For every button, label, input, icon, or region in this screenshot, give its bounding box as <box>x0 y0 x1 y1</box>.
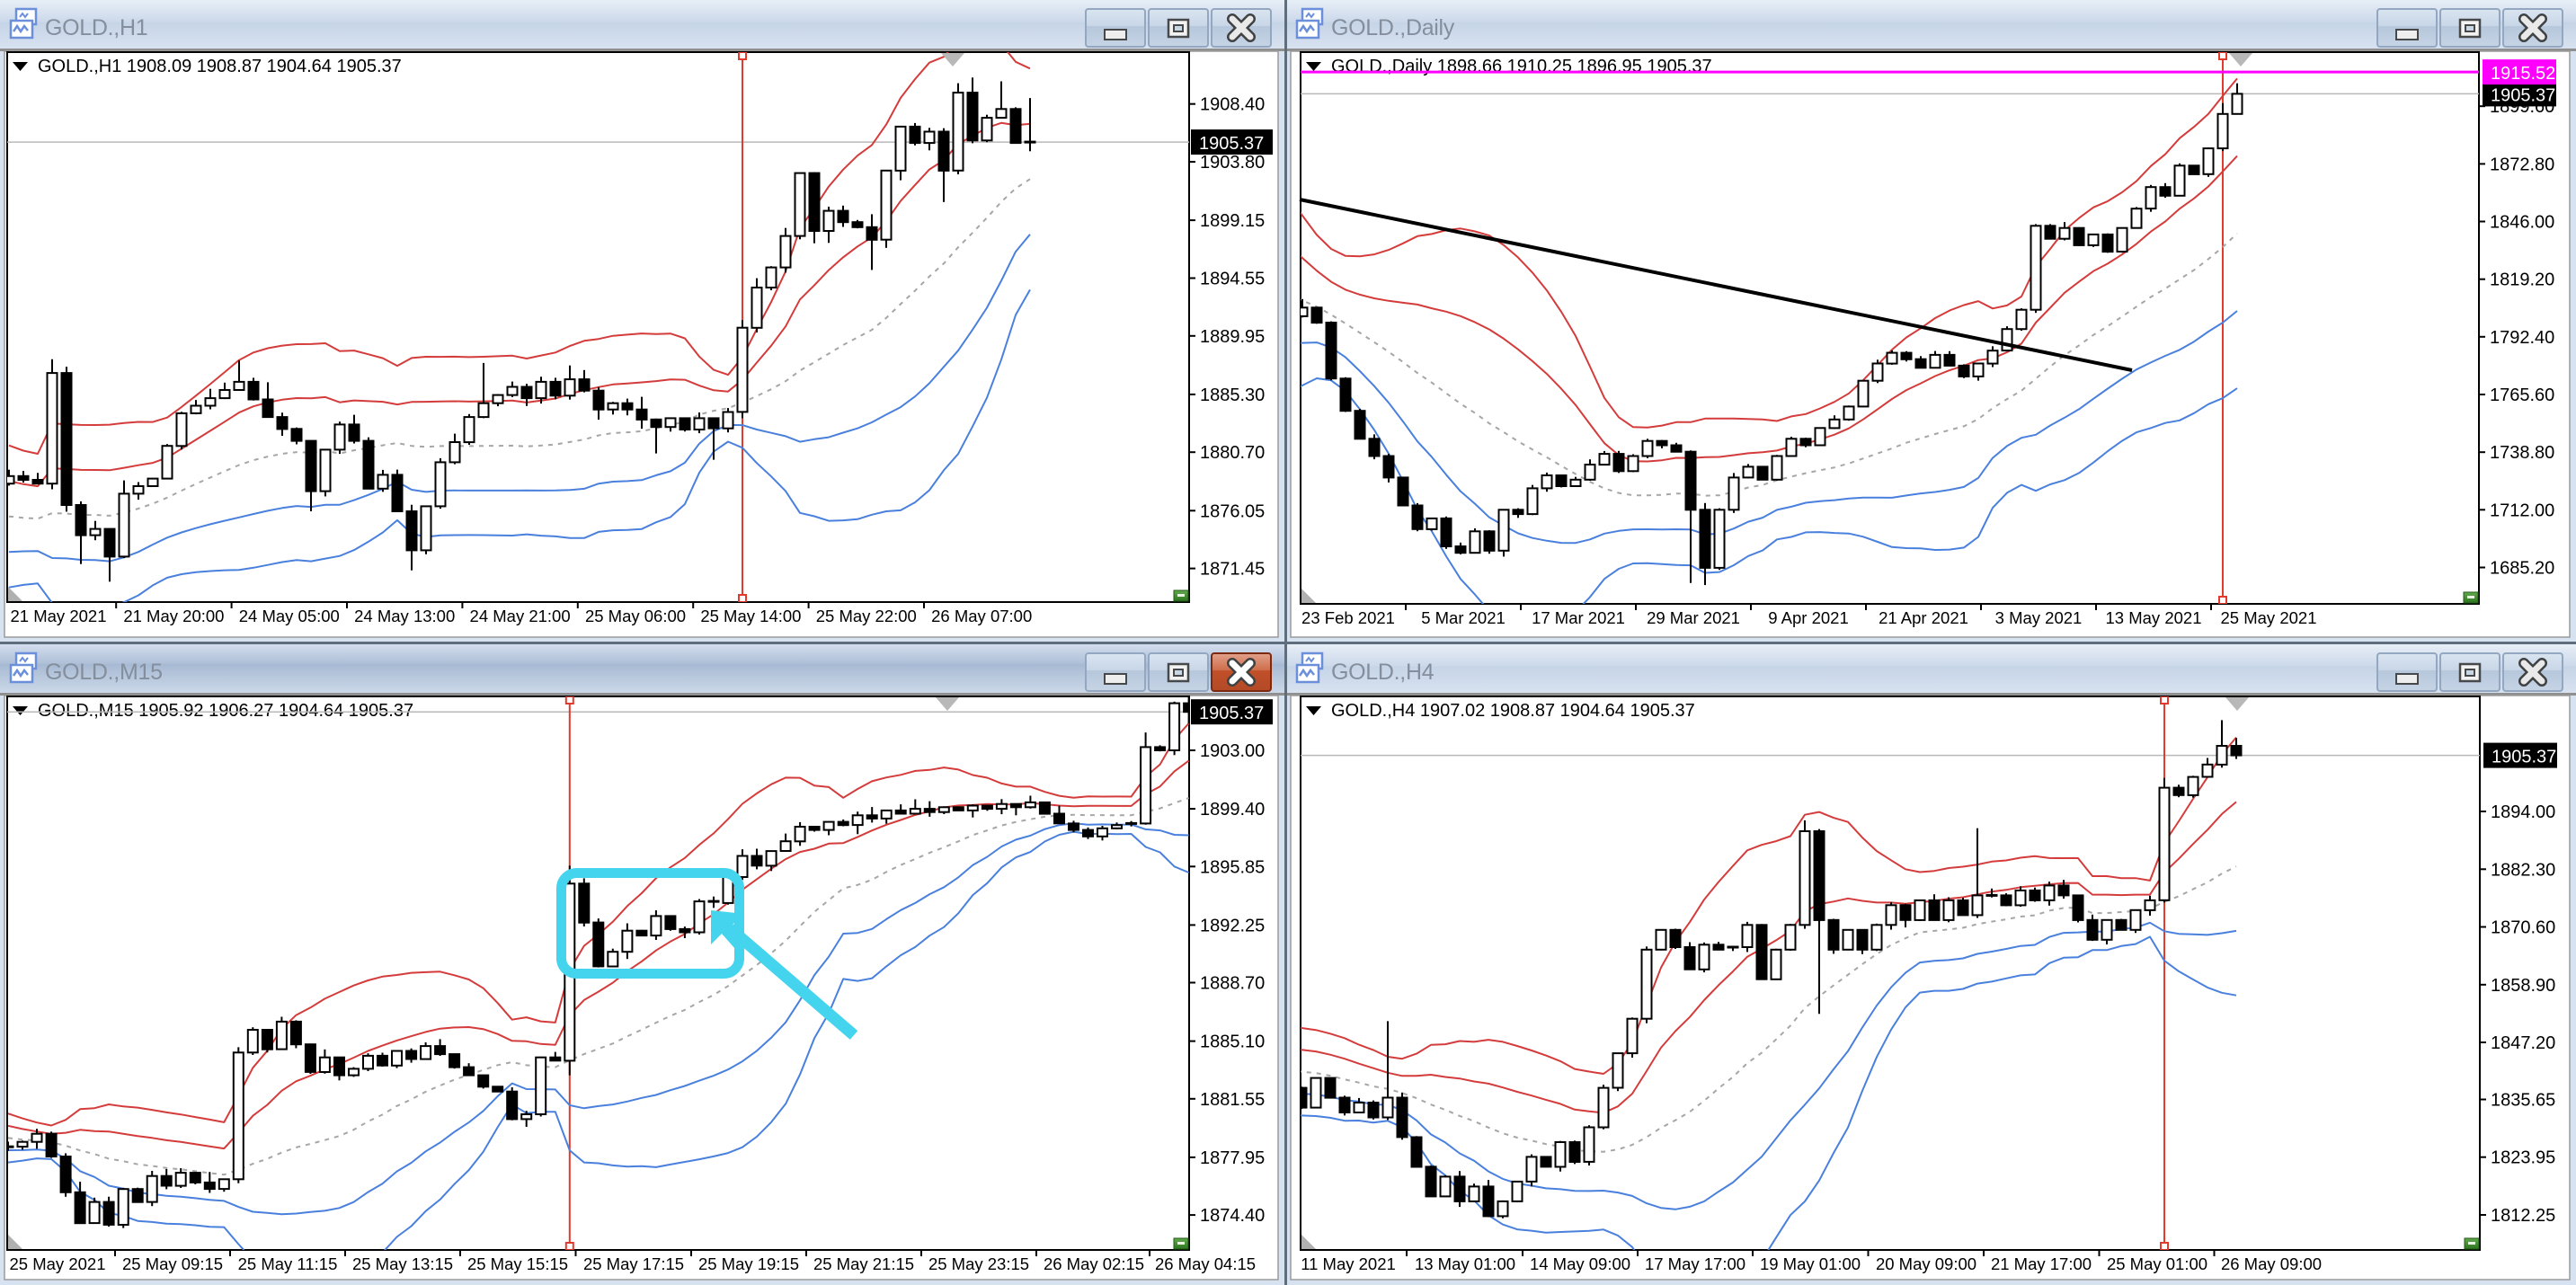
svg-text:1874.40: 1874.40 <box>1200 1206 1265 1226</box>
svg-text:26 May 02:15: 26 May 02:15 <box>1044 1254 1144 1273</box>
svg-text:1685.20: 1685.20 <box>2490 559 2554 579</box>
svg-text:1899.40: 1899.40 <box>1200 800 1265 820</box>
svg-text:1905.37: 1905.37 <box>2492 748 2556 767</box>
svg-text:1871.45: 1871.45 <box>1200 560 1265 580</box>
svg-text:21 May 2021: 21 May 2021 <box>11 607 107 625</box>
svg-text:25 May 17:15: 25 May 17:15 <box>583 1254 684 1273</box>
svg-text:23 Feb 2021: 23 Feb 2021 <box>1301 608 1395 627</box>
svg-text:GOLD.,H1: GOLD.,H1 <box>45 15 147 40</box>
svg-text:14 May 09:00: 14 May 09:00 <box>1530 1254 1630 1273</box>
svg-text:1892.25: 1892.25 <box>1200 916 1265 935</box>
svg-text:1823.95: 1823.95 <box>2491 1148 2555 1168</box>
svg-text:1903.80: 1903.80 <box>1200 153 1265 173</box>
svg-text:26 May 04:15: 26 May 04:15 <box>1155 1254 1256 1273</box>
svg-text:1712.00: 1712.00 <box>2490 501 2554 520</box>
svg-text:25 May 01:00: 25 May 01:00 <box>2107 1254 2207 1273</box>
svg-text:GOLD.,H4 1907.02 1908.87 1904: GOLD.,H4 1907.02 1908.87 1904.64 1905.37 <box>1331 701 1695 721</box>
svg-text:1903.00: 1903.00 <box>1200 741 1265 761</box>
svg-text:13 May 01:00: 13 May 01:00 <box>1415 1254 1515 1273</box>
svg-text:1870.60: 1870.60 <box>2491 918 2555 938</box>
svg-text:1894.55: 1894.55 <box>1200 270 1265 289</box>
svg-text:17 Mar 2021: 17 Mar 2021 <box>1532 608 1625 627</box>
svg-text:13 May 2021: 13 May 2021 <box>2106 608 2202 627</box>
svg-text:1915.52: 1915.52 <box>2491 64 2555 84</box>
svg-text:19 May 01:00: 19 May 01:00 <box>1760 1254 1861 1273</box>
svg-text:1888.70: 1888.70 <box>1200 974 1265 994</box>
svg-text:1899.15: 1899.15 <box>1200 211 1265 231</box>
svg-text:25 May 21:15: 25 May 21:15 <box>813 1254 914 1273</box>
svg-text:1882.30: 1882.30 <box>2491 860 2555 880</box>
svg-text:1885.10: 1885.10 <box>1200 1032 1265 1052</box>
svg-text:1905.37: 1905.37 <box>1199 134 1264 154</box>
svg-text:1847.20: 1847.20 <box>2491 1033 2555 1053</box>
svg-text:1872.80: 1872.80 <box>2490 155 2554 174</box>
svg-text:1894.00: 1894.00 <box>2491 802 2555 822</box>
svg-text:GOLD.,M15 1905.92 1906.27 190: GOLD.,M15 1905.92 1906.27 1904.64 1905.3… <box>38 701 413 721</box>
svg-text:26 May 07:00: 26 May 07:00 <box>931 607 1032 625</box>
svg-text:25 May 15:15: 25 May 15:15 <box>467 1254 568 1273</box>
svg-text:25 May 13:15: 25 May 13:15 <box>352 1254 453 1273</box>
svg-text:9 Apr 2021: 9 Apr 2021 <box>1768 608 1849 627</box>
svg-text:25 May 23:15: 25 May 23:15 <box>928 1254 1029 1273</box>
svg-text:21 Apr 2021: 21 Apr 2021 <box>1879 608 1968 627</box>
svg-text:GOLD.,Daily 1898.66 1910.25 1: GOLD.,Daily 1898.66 1910.25 1896.95 1905… <box>1331 57 1712 76</box>
svg-text:25 May 19:15: 25 May 19:15 <box>698 1254 799 1273</box>
svg-text:3 May 2021: 3 May 2021 <box>1995 608 2083 627</box>
svg-text:1880.70: 1880.70 <box>1200 443 1265 463</box>
svg-text:29 Mar 2021: 29 Mar 2021 <box>1647 608 1740 627</box>
svg-text:1889.95: 1889.95 <box>1200 327 1265 347</box>
svg-text:1876.05: 1876.05 <box>1200 501 1265 521</box>
svg-text:26 May 09:00: 26 May 09:00 <box>2221 1254 2322 1273</box>
svg-text:1908.40: 1908.40 <box>1200 95 1265 115</box>
svg-text:1765.60: 1765.60 <box>2490 386 2554 405</box>
svg-text:1885.30: 1885.30 <box>1200 386 1265 405</box>
svg-text:20 May 09:00: 20 May 09:00 <box>1876 1254 1976 1273</box>
svg-text:21 May 17:00: 21 May 17:00 <box>1991 1254 2092 1273</box>
svg-text:25 May 2021: 25 May 2021 <box>2221 608 2317 627</box>
svg-text:25 May 09:15: 25 May 09:15 <box>122 1254 223 1273</box>
svg-text:1792.40: 1792.40 <box>2490 328 2554 348</box>
svg-text:1881.55: 1881.55 <box>1200 1090 1265 1110</box>
svg-text:21 May 20:00: 21 May 20:00 <box>123 607 224 625</box>
svg-text:25 May 2021: 25 May 2021 <box>10 1254 106 1273</box>
svg-text:5 Mar 2021: 5 Mar 2021 <box>1421 608 1506 627</box>
svg-text:1812.25: 1812.25 <box>2491 1206 2555 1226</box>
svg-text:1846.00: 1846.00 <box>2490 213 2554 233</box>
svg-text:1905.37: 1905.37 <box>2491 85 2555 105</box>
svg-text:1858.90: 1858.90 <box>2491 976 2555 996</box>
svg-text:11 May 2021: 11 May 2021 <box>1301 1254 1396 1273</box>
svg-text:GOLD.,M15: GOLD.,M15 <box>45 660 163 685</box>
svg-text:1819.20: 1819.20 <box>2490 270 2554 290</box>
svg-text:25 May 14:00: 25 May 14:00 <box>700 607 801 625</box>
svg-text:25 May 22:00: 25 May 22:00 <box>816 607 917 625</box>
svg-text:24 May 21:00: 24 May 21:00 <box>470 607 571 625</box>
svg-text:24 May 05:00: 24 May 05:00 <box>239 607 340 625</box>
svg-text:1738.80: 1738.80 <box>2490 443 2554 463</box>
svg-text:1905.37: 1905.37 <box>1199 704 1264 723</box>
svg-text:25 May 06:00: 25 May 06:00 <box>585 607 686 625</box>
svg-text:25 May 11:15: 25 May 11:15 <box>238 1254 338 1273</box>
svg-text:GOLD.,H4: GOLD.,H4 <box>1331 660 1435 685</box>
svg-text:GOLD.,Daily: GOLD.,Daily <box>1331 15 1455 40</box>
svg-text:24 May 13:00: 24 May 13:00 <box>354 607 455 625</box>
svg-text:17 May 17:00: 17 May 17:00 <box>1645 1254 1745 1273</box>
svg-text:1895.85: 1895.85 <box>1200 857 1265 877</box>
svg-text:GOLD.,H1 1908.09 1908.87 1904: GOLD.,H1 1908.09 1908.87 1904.64 1905.37 <box>38 57 402 76</box>
svg-text:1835.65: 1835.65 <box>2491 1091 2555 1111</box>
svg-text:1877.95: 1877.95 <box>1200 1148 1265 1168</box>
